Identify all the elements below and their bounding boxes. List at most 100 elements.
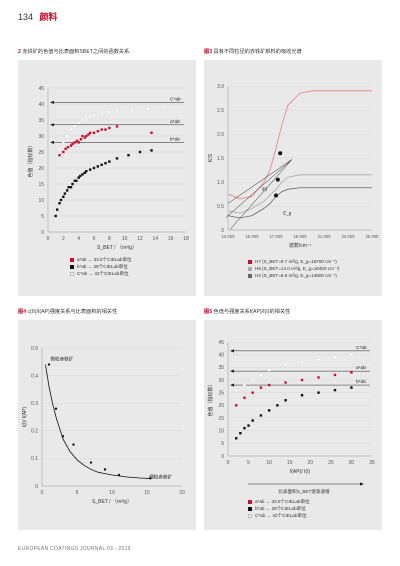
data-point	[104, 162, 107, 165]
data-point	[108, 110, 111, 114]
y-tick-label: 0.2	[31, 429, 38, 435]
legend-label: b*ab → 28个CIELab单位	[255, 506, 306, 511]
y-tick-label: 35	[38, 118, 44, 124]
reference-arrow-label: a*ab	[170, 119, 180, 125]
annotation-label: 微粒赤铁矿	[50, 355, 73, 362]
data-point	[69, 186, 73, 189]
data-point	[85, 170, 88, 173]
annotation-label: 细粒赤铁矿	[149, 473, 172, 480]
data-point	[75, 139, 79, 142]
x-tick-label: 21 000	[318, 234, 331, 239]
y-tick-label: 0	[41, 230, 44, 236]
data-point	[149, 477, 152, 480]
legend-swatch	[70, 257, 74, 262]
y-tick-label: 20	[218, 403, 224, 409]
y-tick-label: 20	[38, 166, 44, 172]
fig2-panel: 0 5 10 15 20 25 30 35 40 45 0 2 4 6 8 10 12 14 16 18 S_BET /…	[18, 60, 196, 296]
data-point	[92, 166, 96, 170]
reference-arrow-head	[230, 369, 234, 373]
x-tick-label: 25	[328, 460, 334, 466]
data-point	[59, 198, 63, 202]
data-point	[350, 371, 353, 374]
data-point	[243, 383, 246, 387]
y-tick-label: 0	[221, 228, 224, 234]
data-point	[81, 118, 84, 122]
x-tick-label: 0	[227, 460, 230, 466]
y-tick-label: 15	[38, 182, 44, 188]
data-point	[234, 388, 238, 392]
data-point	[115, 109, 119, 112]
x-tick-label: 10	[109, 490, 115, 496]
reference-arrow-head	[50, 100, 54, 104]
y-tick-label: 5	[221, 441, 224, 447]
x-tick-label: 5	[76, 490, 79, 496]
legend-swatch	[248, 273, 252, 278]
data-point	[300, 378, 304, 382]
x-tick-label: 15 000	[246, 234, 259, 239]
data-point	[62, 150, 65, 154]
data-point	[67, 186, 70, 189]
x-tick-label: 20	[179, 490, 185, 496]
legend-swatch	[248, 506, 252, 511]
fig3-caption-number: 图3	[204, 49, 213, 55]
x-tick-label: 12	[137, 236, 143, 242]
y-tick-label: 1.5	[217, 156, 224, 162]
legend-swatch	[248, 513, 252, 518]
tangent-line	[227, 159, 293, 204]
data-point	[150, 149, 153, 152]
legend-label: C*ab → 42个CIELab单位	[255, 513, 307, 518]
chapter-title: 颜料	[39, 12, 58, 22]
data-point	[81, 134, 84, 138]
fig3-chart: 0 0.5 1.0 1.5 2.0 2.5 3.0 13 000 15 000 17 000 19 …	[208, 84, 379, 249]
x-axis-label: S_BET / （m²/g）	[97, 245, 137, 251]
x-tick-label: 18	[183, 236, 189, 242]
x-tick-label: 10	[266, 460, 272, 466]
data-point	[88, 131, 92, 134]
annotation-label: E_g	[283, 211, 292, 216]
data-point	[87, 133, 90, 136]
data-point	[65, 189, 69, 192]
legend-swatch	[70, 271, 74, 276]
data-point	[117, 473, 121, 477]
data-marker	[278, 151, 283, 156]
y-tick-label: 3.0	[217, 84, 224, 90]
fig2-chart: 0 5 10 15 20 25 30 35 40 45 0 2 4 6 8 10 12 14 16 18 S_BET /…	[27, 86, 189, 251]
data-point	[100, 112, 103, 115]
reference-arrow-label: a*ab	[356, 365, 366, 371]
fig4-chart: 0 0.1 0.2 0.3 0.4 0.5 0 5 10 15 20 S_BET / （m²/g） I(…	[22, 346, 185, 505]
data-point	[251, 391, 254, 394]
legend-entry: b*ab → 28个CIELab单位	[248, 505, 310, 512]
data-point	[100, 163, 103, 166]
data-point	[100, 128, 103, 131]
data-point	[239, 432, 242, 435]
y-tick-label: 5	[41, 214, 44, 220]
x-tick-label: 23 000	[342, 234, 355, 239]
data-point	[88, 168, 92, 171]
data-point	[243, 396, 246, 399]
x-tick-label: 0	[47, 236, 50, 242]
data-point	[62, 141, 65, 144]
data-point	[138, 150, 142, 154]
data-point	[62, 195, 65, 198]
data-point	[317, 391, 320, 394]
y-tick-label: 40	[38, 102, 44, 108]
data-point	[259, 386, 263, 389]
data-point	[47, 363, 51, 366]
legend-swatch	[248, 259, 252, 264]
reference-arrow-head	[230, 349, 234, 353]
data-point	[317, 376, 320, 379]
y-tick-label: 2.5	[217, 108, 224, 114]
data-point	[350, 386, 353, 389]
fig5-caption-text: 色值与强度关系f(AP)/I(I)的相关性	[213, 309, 291, 315]
y-tick-label: 0.5	[217, 204, 224, 210]
data-point	[83, 136, 86, 139]
legend-swatch	[70, 264, 74, 269]
y-tick-label: 0.3	[31, 401, 38, 407]
data-point	[73, 141, 77, 144]
y-tick-label: 40	[218, 352, 224, 358]
data-point	[108, 160, 111, 163]
y-tick-label: 0.4	[31, 373, 38, 379]
data-point	[85, 134, 88, 138]
data-point	[150, 131, 153, 134]
reference-arrow-label: C*ab	[170, 96, 181, 102]
